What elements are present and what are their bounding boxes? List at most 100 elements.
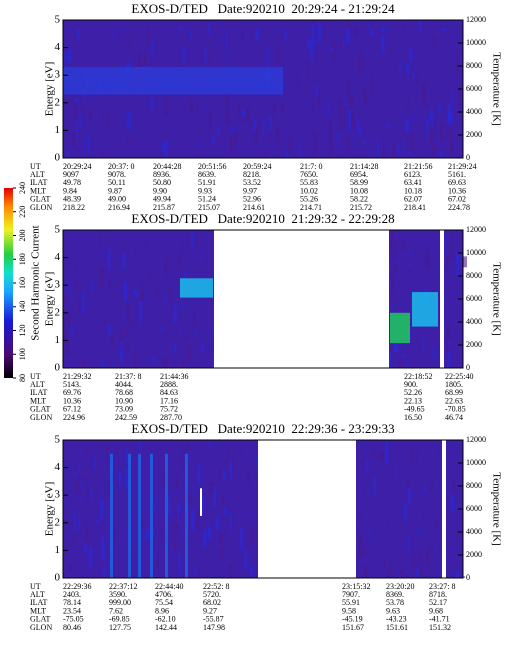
spectrogram-streak [128,453,131,578]
table-cell: 21:29:32 [63,372,91,381]
spectrogram-cell [364,489,366,499]
spectrogram-cell [409,132,414,150]
table-cell: 3590. [109,590,127,599]
spectrogram-cell [146,27,150,45]
table-cell: 55.83 [300,178,318,187]
spectrogram-cell [67,311,71,327]
spectrogram-cell [396,145,399,155]
spectrogram-cell [186,46,189,50]
spectrogram-cell [310,42,314,62]
table-cell: 21:44:36 [160,372,188,381]
spectrogram-cell [307,60,309,79]
y2-tick-label: 10000 [466,458,486,467]
table-cell: 46.74 [445,413,463,422]
spectrogram-cell [173,341,177,355]
spectrogram-burst [412,292,438,327]
table-cell: 22.63 [445,396,463,405]
spectrogram-cell [408,154,412,158]
spectrogram-cell [133,355,137,368]
spectrogram-cell [107,485,111,496]
spectrogram-band [63,66,283,95]
spectrogram-cell [138,51,141,72]
spectrogram-cell [317,22,322,43]
spectrogram-cell [284,29,288,39]
spectrogram-cell [207,21,210,36]
spectrogram-cell [392,250,397,267]
table-cell: 5720. [203,590,221,599]
spectrogram-cell [94,461,98,464]
table-cell: 67.02 [448,195,466,204]
spectrogram-cell [73,529,75,545]
spectrogram-cell [68,564,72,572]
spectrogram-cell [241,111,244,124]
y-tick-label: 2 [55,306,61,318]
spectrogram-cell [254,473,258,477]
spectrogram-cell [101,533,105,546]
table-cell: 127.75 [109,623,131,632]
spectrogram-cell [106,444,108,458]
table-cell: 68.99 [445,388,463,397]
spectrogram-cell [179,572,181,578]
spectrogram-cell [266,46,269,67]
table-cell: 10.02 [300,186,318,195]
y-tick-label: 1 [55,334,61,346]
spectrogram-cell [406,63,410,76]
table-cell: 10.18 [404,186,422,195]
table-cell: 10.36 [448,186,466,195]
spectrogram-cell [123,281,128,302]
y2-tick-label: 6000 [466,294,482,303]
table-cell: 151.67 [342,623,364,632]
spectrogram-cell [119,341,123,363]
spectrogram-cell [70,325,74,333]
spectrogram-cell [308,100,310,108]
spectrogram-cell [415,569,419,578]
spectrogram-cell [354,28,359,36]
spectrogram-cell [450,494,455,513]
spectrogram-cell [422,83,426,103]
spectrogram-cell [406,105,411,110]
table-cell: 10.90 [115,396,133,405]
colorbar-tick-label: 200 [18,230,27,242]
spectrogram-cell [197,465,201,486]
spectrogram-cell [348,109,352,130]
table-cell: 84.63 [160,388,178,397]
spectrogram-cell [249,565,253,578]
spectrogram-cell [347,81,351,101]
spectrogram-cell [106,461,109,467]
spectrogram-cell [409,48,413,62]
row-label: ILAT [30,598,47,607]
spectrogram-cell [203,529,207,546]
spectrogram-cell [363,564,367,578]
spectrogram-cell [458,87,461,109]
spectrogram-cell [381,25,385,33]
spectrogram-cell [198,570,201,578]
spectrogram-cell [395,258,398,264]
spectrogram-cell [96,487,99,493]
table-cell: 9.27 [203,606,217,615]
spectrogram-cell [425,117,429,134]
spectrogram-cell [204,47,207,63]
y2-tick-label: 0 [466,153,470,162]
spectrogram-cell [248,514,252,517]
spectrogram-cell [163,357,168,368]
spectrogram-cell [287,138,292,154]
spectrogram-cell [195,516,197,528]
spectrogram-cell [405,119,410,133]
spectrogram-cell [199,108,201,112]
spectrogram-cell [239,449,242,454]
spectrogram-cell [384,559,386,570]
colorbar-label: Second Harmonic Current [30,225,42,340]
spectrogram-cell [168,288,172,304]
spectrogram-cell [126,342,130,351]
spectrogram-cell [179,25,184,30]
spectrogram-cell [401,352,406,362]
spectrogram-cell [431,541,433,560]
spectrogram-cell [373,445,376,458]
spectrogram-cell [315,83,318,97]
table-cell: 48.39 [63,195,81,204]
spectrogram-cell [148,297,150,302]
spectrogram-cell [398,574,401,578]
spectrogram-cell [73,102,77,120]
spectrogram-cell [91,281,94,293]
